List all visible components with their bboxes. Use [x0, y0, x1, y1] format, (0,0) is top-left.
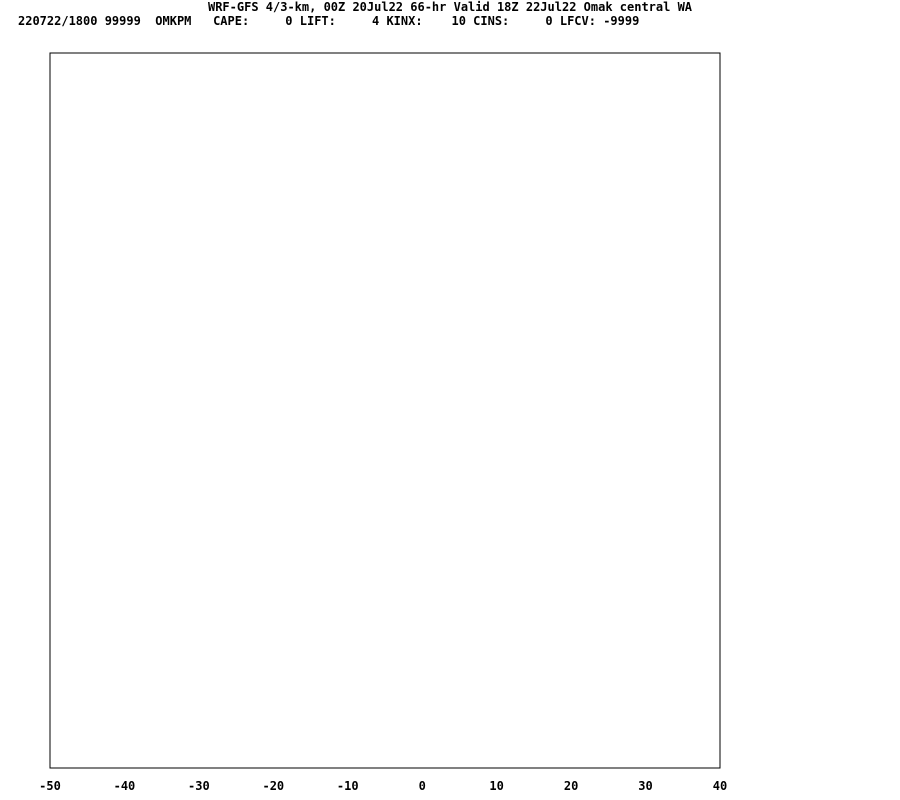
x-tick-label: -10 [337, 779, 359, 793]
x-tick-label: 40 [713, 779, 727, 793]
x-tick-label: -30 [188, 779, 210, 793]
x-tick-label: -50 [39, 779, 61, 793]
plot-frame [49, 52, 721, 769]
x-tick-label: -40 [114, 779, 136, 793]
x-tick-labels: -50 -40 -30 -20 -10 0 10 20 30 40 [39, 779, 727, 793]
x-tick-label: 0 [419, 779, 426, 793]
x-tick-label: 10 [489, 779, 503, 793]
chart-title: WRF-GFS 4/3-km, 00Z 20Jul22 66-hr Valid … [207, 0, 693, 14]
x-tick-label: 20 [564, 779, 578, 793]
x-tick-label: -20 [262, 779, 284, 793]
sounding-indices: 220722/1800 99999 OMKPM CAPE: 0 LIFT: 4 … [18, 14, 640, 28]
x-tick-label: 30 [638, 779, 652, 793]
